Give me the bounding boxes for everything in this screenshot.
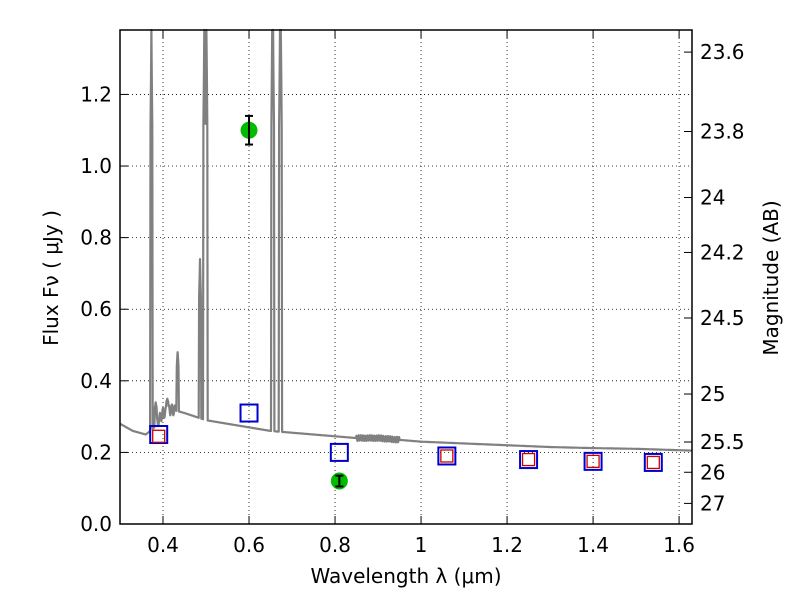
model-photometry-alt-square bbox=[646, 455, 660, 470]
model-photometry-alt-square bbox=[440, 449, 454, 463]
y2-tick-label: 26 bbox=[700, 460, 725, 484]
y-tick-label: 0.0 bbox=[80, 512, 112, 536]
y2-tick-label: 23.6 bbox=[700, 40, 745, 64]
model-photometry-square bbox=[239, 403, 259, 423]
y2-tick-label: 24.2 bbox=[700, 240, 745, 264]
x-tick-label: 1.6 bbox=[663, 533, 695, 557]
marker-layer bbox=[149, 114, 663, 490]
model-photometry-square bbox=[583, 451, 603, 471]
y2-tick-label: 24.5 bbox=[700, 306, 745, 330]
model-photometry-square bbox=[437, 446, 457, 466]
y-axis-label: Flux Fν ( μJy ) bbox=[39, 210, 63, 346]
y-tick-label: 1.0 bbox=[80, 154, 112, 178]
model-photometry-square bbox=[149, 425, 169, 445]
y-tick-label: 0.8 bbox=[80, 226, 112, 250]
x-axis-label: Wavelength λ (μm) bbox=[310, 564, 501, 588]
y-tick-label: 0.6 bbox=[80, 297, 112, 321]
tick-layer: 0.4 0.6 0.8 1 1.2 1.4 1.6 0.0 0.2 0.4 0.6 0.8 1.0 1.2… bbox=[80, 30, 745, 557]
model-photometry-square bbox=[519, 450, 539, 470]
y2-tick-label: 24 bbox=[700, 186, 725, 210]
y2-tick-label: 25.5 bbox=[700, 430, 745, 454]
spectrum-line bbox=[119, 28, 693, 452]
model-photometry-square bbox=[329, 442, 349, 462]
y2-axis-label: Magnitude (AB) bbox=[759, 200, 783, 355]
y2-tick-label: 23.8 bbox=[700, 119, 745, 143]
model-photometry-alt-square bbox=[586, 454, 600, 469]
plot-frame bbox=[119, 29, 693, 525]
x-tick-label: 1 bbox=[415, 533, 428, 557]
x-tick-label: 0.6 bbox=[233, 533, 265, 557]
x-tick-label: 0.8 bbox=[319, 533, 351, 557]
model-photometry-square bbox=[643, 452, 663, 472]
model-photometry-alt-square bbox=[152, 429, 166, 443]
y-tick-label: 1.2 bbox=[80, 82, 112, 106]
x-tick-label: 1.4 bbox=[577, 533, 609, 557]
y-tick-label: 0.4 bbox=[80, 369, 112, 393]
y2-tick-label: 25 bbox=[700, 382, 725, 406]
y2-tick-label: 27 bbox=[700, 491, 725, 515]
x-tick-label: 1.2 bbox=[491, 533, 523, 557]
spectrum-layer bbox=[119, 28, 693, 452]
model-photometry-alt-square bbox=[521, 452, 536, 467]
x-tick-label: 0.4 bbox=[147, 533, 179, 557]
y-tick-label: 0.2 bbox=[80, 440, 112, 464]
